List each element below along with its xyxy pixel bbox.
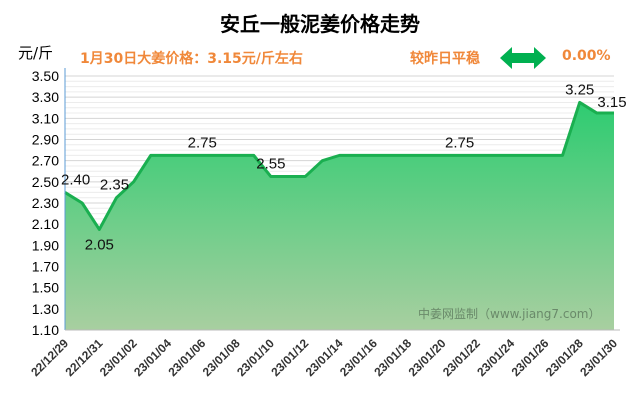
y-tick-label: 2.30 <box>32 195 59 211</box>
change-percent: 0.00% <box>562 48 611 64</box>
data-label: 2.05 <box>85 236 114 253</box>
data-label: 2.75 <box>445 134 474 151</box>
y-tick-label: 2.50 <box>32 174 59 190</box>
y-tick-label: 3.30 <box>32 89 59 105</box>
double-arrow-icon <box>500 47 546 69</box>
area-fill <box>65 102 614 330</box>
y-axis-unit: 元/斤 <box>18 44 54 62</box>
y-tick-label: 1.70 <box>32 259 59 275</box>
y-tick-label: 2.90 <box>32 132 59 148</box>
y-tick-label: 3.10 <box>32 110 59 126</box>
y-tick-label: 1.50 <box>32 280 59 296</box>
watermark: 中姜网监制（www.jiang7.com） <box>418 307 601 321</box>
x-tick-label: 23/01/30 <box>577 336 620 379</box>
price-info: 1月30日大姜价格：3.15元/斤左右 <box>80 51 303 67</box>
chart-title: 安丘一般泥姜价格走势 <box>220 12 420 36</box>
data-label: 3.15 <box>597 94 626 111</box>
data-label: 3.25 <box>565 81 594 98</box>
compare-text: 较昨日平稳 <box>410 51 480 67</box>
y-tick-label: 2.70 <box>32 153 59 169</box>
data-label: 2.55 <box>256 156 285 173</box>
y-tick-label: 1.30 <box>32 301 59 317</box>
y-tick-label: 1.10 <box>32 322 59 338</box>
y-tick-label: 1.90 <box>32 237 59 253</box>
data-label: 2.75 <box>188 134 217 151</box>
price-line <box>64 100 614 231</box>
y-tick-label: 3.50 <box>32 68 59 84</box>
data-label: 2.35 <box>100 177 129 194</box>
data-label: 2.40 <box>61 171 90 188</box>
y-tick-label: 2.10 <box>32 216 59 232</box>
